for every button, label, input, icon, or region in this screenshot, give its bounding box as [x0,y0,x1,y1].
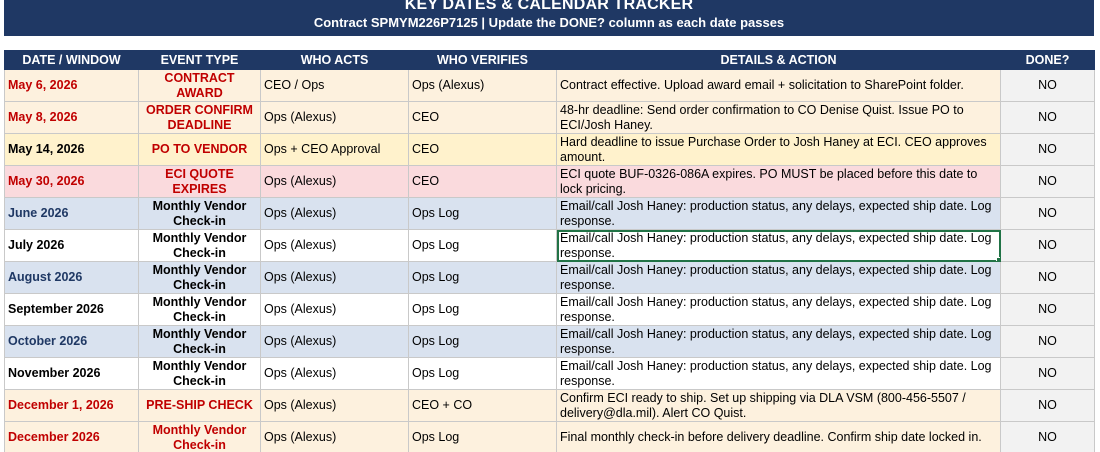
who-acts-cell[interactable]: Ops (Alexus) [260,357,409,390]
date-cell[interactable]: June 2026 [4,197,139,230]
who-acts-cell[interactable]: Ops (Alexus) [260,389,409,422]
date-cell[interactable]: October 2026 [4,325,139,358]
table-row: September 2026 Monthly Vendor Check-in Ops… [4,293,1095,326]
done-status-cell[interactable]: NO [1000,421,1095,452]
table-row: May 14, 2026 PO TO VENDOR Ops + CEO Approv… [4,133,1095,166]
who-verifies-cell[interactable]: CEO [408,101,557,134]
who-verifies-cell[interactable]: Ops Log [408,421,557,452]
event-type-cell[interactable]: Monthly Vendor Check-in [138,325,261,358]
who-verifies-cell[interactable]: Ops (Alexus) [408,69,557,102]
who-acts-cell[interactable]: Ops (Alexus) [260,325,409,358]
table-row: August 2026 Monthly Vendor Check-in Ops (A… [4,261,1095,294]
fill-handle[interactable] [996,257,1000,261]
date-cell[interactable]: November 2026 [4,357,139,390]
details-action-cell[interactable]: Email/call Josh Haney: production status… [556,325,1001,358]
title-band[interactable]: KEY DATES & CALENDAR TRACKER Contract SP… [4,0,1094,36]
who-acts-cell[interactable]: Ops (Alexus) [260,229,409,262]
column-header-event-type[interactable]: EVENT TYPE [138,50,261,70]
details-action-cell[interactable]: Email/call Josh Haney: production status… [556,261,1001,294]
who-acts-cell[interactable]: CEO / Ops [260,69,409,102]
event-type-cell[interactable]: PRE-SHIP CHECK [138,389,261,422]
who-verifies-cell[interactable]: CEO [408,133,557,166]
column-header-who-acts[interactable]: WHO ACTS [260,50,409,70]
done-status-cell[interactable]: NO [1000,197,1095,230]
column-header-who-verifies[interactable]: WHO VERIFIES [408,50,557,70]
who-verifies-cell[interactable]: Ops Log [408,261,557,294]
table-row: June 2026 Monthly Vendor Check-in Ops (Ale… [4,197,1095,230]
done-status-cell[interactable]: NO [1000,293,1095,326]
date-cell[interactable]: May 14, 2026 [4,133,139,166]
event-type-cell[interactable]: Monthly Vendor Check-in [138,357,261,390]
table-row: May 6, 2026 CONTRACT AWARD CEO / Ops Ops (A… [4,69,1095,102]
table-row: December 2026 Monthly Vendor Check-in Ops … [4,421,1095,452]
done-status-cell[interactable]: NO [1000,357,1095,390]
done-status-cell[interactable]: NO [1000,101,1095,134]
event-type-cell[interactable]: CONTRACT AWARD [138,69,261,102]
done-status-cell[interactable]: NO [1000,165,1095,198]
event-type-cell[interactable]: Monthly Vendor Check-in [138,197,261,230]
who-acts-cell[interactable]: Ops (Alexus) [260,165,409,198]
date-cell[interactable]: August 2026 [4,261,139,294]
table-row: November 2026 Monthly Vendor Check-in Ops … [4,357,1095,390]
table-body: May 6, 2026 CONTRACT AWARD CEO / Ops Ops (A… [4,69,1095,452]
column-header-details-action[interactable]: DETAILS & ACTION [556,50,1001,70]
column-header-done[interactable]: DONE? [1000,50,1095,70]
who-verifies-cell[interactable]: Ops Log [408,229,557,262]
key-dates-table: DATE / WINDOW EVENT TYPE WHO ACTS WHO VE… [4,50,1095,452]
contract-subtitle: Contract SPMYM226P7125 | Update the DONE… [313,15,785,30]
details-action-cell[interactable]: Contract effective. Upload award email +… [556,69,1001,102]
done-status-cell[interactable]: NO [1000,133,1095,166]
date-cell[interactable]: May 6, 2026 [4,69,139,102]
done-status-cell[interactable]: NO [1000,229,1095,262]
who-verifies-cell[interactable]: CEO + CO [408,389,557,422]
who-acts-cell[interactable]: Ops (Alexus) [260,101,409,134]
table-row: May 30, 2026 ECI QUOTE EXPIRES Ops (Alexus… [4,165,1095,198]
done-status-cell[interactable]: NO [1000,389,1095,422]
date-cell[interactable]: December 2026 [4,421,139,452]
who-acts-cell[interactable]: Ops (Alexus) [260,293,409,326]
details-action-cell[interactable]: Email/call Josh Haney: production status… [556,197,1001,230]
who-acts-cell[interactable]: Ops (Alexus) [260,421,409,452]
who-acts-cell[interactable]: Ops + CEO Approval [260,133,409,166]
event-type-cell[interactable]: ORDER CONFIRM DEADLINE [138,101,261,134]
who-verifies-cell[interactable]: Ops Log [408,357,557,390]
event-type-cell[interactable]: Monthly Vendor Check-in [138,261,261,294]
date-cell[interactable]: December 1, 2026 [4,389,139,422]
header-row: DATE / WINDOW EVENT TYPE WHO ACTS WHO VE… [4,50,1095,70]
details-action-cell[interactable]: Email/call Josh Haney: production status… [556,293,1001,326]
done-status-cell[interactable]: NO [1000,261,1095,294]
who-verifies-cell[interactable]: Ops Log [408,293,557,326]
table-row: October 2026 Monthly Vendor Check-in Ops (… [4,325,1095,358]
table-row: July 2026 Monthly Vendor Check-in Ops (Ale… [4,229,1095,262]
details-action-cell[interactable]: Email/call Josh Haney: production status… [556,229,1001,262]
event-type-cell[interactable]: Monthly Vendor Check-in [138,421,261,452]
table-row: December 1, 2026 PRE-SHIP CHECK Ops (Alexu… [4,389,1095,422]
event-type-cell[interactable]: Monthly Vendor Check-in [138,293,261,326]
date-cell[interactable]: May 8, 2026 [4,101,139,134]
who-verifies-cell[interactable]: Ops Log [408,197,557,230]
who-acts-cell[interactable]: Ops (Alexus) [260,261,409,294]
date-cell[interactable]: September 2026 [4,293,139,326]
details-action-cell[interactable]: 48-hr deadline: Send order confirmation … [556,101,1001,134]
event-type-cell[interactable]: Monthly Vendor Check-in [138,229,261,262]
column-header-date-window[interactable]: DATE / WINDOW [4,50,139,70]
details-action-cell[interactable]: Email/call Josh Haney: production status… [556,357,1001,390]
details-action-cell[interactable]: Final monthly check-in before delivery d… [556,421,1001,452]
details-action-cell[interactable]: ECI quote BUF-0326-086A expires. PO MUST… [556,165,1001,198]
who-verifies-cell[interactable]: CEO [408,165,557,198]
details-action-cell[interactable]: Confirm ECI ready to ship. Set up shippi… [556,389,1001,422]
date-cell[interactable]: May 30, 2026 [4,165,139,198]
who-verifies-cell[interactable]: Ops Log [408,325,557,358]
table-row: May 8, 2026 ORDER CONFIRM DEADLINE Ops (Al… [4,101,1095,134]
who-acts-cell[interactable]: Ops (Alexus) [260,197,409,230]
done-status-cell[interactable]: NO [1000,69,1095,102]
details-action-cell[interactable]: Hard deadline to issue Purchase Order to… [556,133,1001,166]
event-type-cell[interactable]: ECI QUOTE EXPIRES [138,165,261,198]
done-status-cell[interactable]: NO [1000,325,1095,358]
tracker-title: KEY DATES & CALENDAR TRACKER [404,0,694,13]
blank-spacer-row[interactable] [4,36,1094,51]
event-type-cell[interactable]: PO TO VENDOR [138,133,261,166]
date-cell[interactable]: July 2026 [4,229,139,262]
